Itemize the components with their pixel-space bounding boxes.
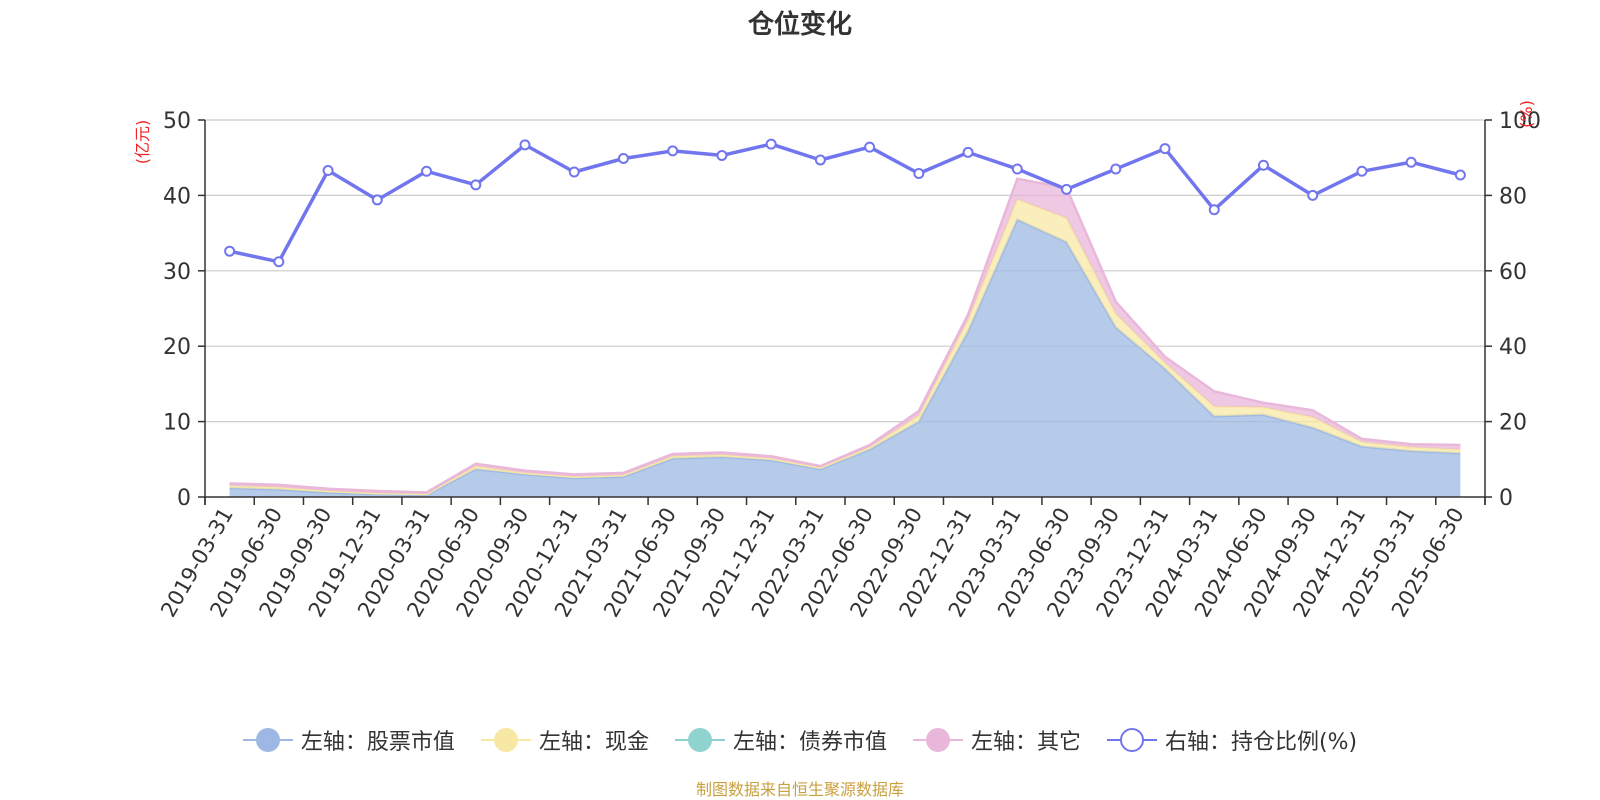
ratio-line [229, 142, 1461, 264]
right-axis-unit: (%) [1517, 100, 1536, 128]
legend-bond-label: 左轴：债券市值 [732, 730, 887, 755]
legend-bond-marker [674, 727, 725, 753]
left-tick-label-0: 0 [177, 486, 191, 511]
right-tick-label-4: 80 [1499, 184, 1527, 209]
legend-other-label: 左轴：其它 [970, 730, 1081, 755]
legend-stock-label: 左轴：股票市值 [300, 730, 455, 755]
ratio-point-1 [273, 256, 285, 268]
right-tick-label-1: 20 [1499, 411, 1527, 436]
ratio-point-7 [568, 166, 580, 178]
left-tick-label-4: 40 [163, 184, 191, 209]
legend-ratio-marker [1106, 727, 1157, 753]
ratio-point-12 [814, 154, 826, 166]
ratio-point-13 [864, 141, 876, 153]
left-axis-unit: (亿元) [133, 120, 152, 165]
ratio-point-16 [1011, 163, 1023, 175]
left-tick-label-5: 50 [163, 109, 191, 134]
ratio-point-15 [962, 146, 974, 158]
left-tick-label-1: 10 [163, 411, 191, 436]
right-tick-label-5: 100 [1499, 109, 1541, 134]
right-tick-label-3: 60 [1499, 260, 1527, 285]
legend-stock-marker [242, 727, 293, 753]
data-source-note: 制图数据来自恒生聚源数据库 [695, 780, 904, 799]
ratio-point-17 [1061, 183, 1073, 195]
ratio-point-11 [765, 138, 777, 150]
ratio-point-18 [1110, 163, 1122, 175]
ratio-point-8 [617, 152, 629, 164]
left-tick-label-2: 20 [163, 335, 191, 360]
left-tick-label-3: 30 [163, 260, 191, 285]
ratio-point-19 [1159, 143, 1171, 155]
legend: 左轴：股票市值 左轴：现金 左轴：债券市值 左轴：其它 右轴：持仓比例(%) [0, 724, 1600, 756]
right-tick-label-2: 40 [1499, 335, 1527, 360]
ratio-point-14 [913, 168, 925, 180]
ratio-point-0 [224, 245, 236, 257]
ratio-point-25 [1454, 169, 1466, 181]
area-series-0 [229, 219, 1461, 497]
area-edge-3 [229, 177, 1461, 494]
legend-ratio-label: 右轴：持仓比例(%) [1164, 730, 1358, 755]
ratio-point-22 [1307, 189, 1319, 201]
ratio-point-5 [470, 179, 482, 191]
ratio-point-4 [421, 165, 433, 177]
ratio-point-24 [1405, 156, 1417, 168]
legend-item-ratio[interactable]: 右轴：持仓比例(%) [1106, 724, 1358, 756]
ratio-point-6 [519, 139, 531, 151]
legend-item-other[interactable]: 左轴：其它 [912, 724, 1081, 756]
right-tick-label-0: 0 [1499, 486, 1513, 511]
chart-title: 仓位变化 [747, 10, 852, 40]
ratio-point-9 [667, 145, 679, 157]
legend-other-marker [912, 727, 963, 753]
legend-item-bond[interactable]: 左轴：债券市值 [674, 724, 887, 756]
legend-item-cash[interactable]: 左轴：现金 [480, 724, 649, 756]
legend-item-stock[interactable]: 左轴：股票市值 [242, 724, 455, 756]
ratio-point-23 [1356, 165, 1368, 177]
ratio-point-10 [716, 149, 728, 161]
ratio-point-21 [1257, 159, 1269, 171]
legend-cash-label: 左轴：现金 [538, 730, 649, 755]
ratio-point-2 [322, 165, 334, 177]
ratio-point-3 [371, 194, 383, 206]
legend-cash-marker [480, 727, 531, 753]
ratio-point-20 [1208, 204, 1220, 216]
